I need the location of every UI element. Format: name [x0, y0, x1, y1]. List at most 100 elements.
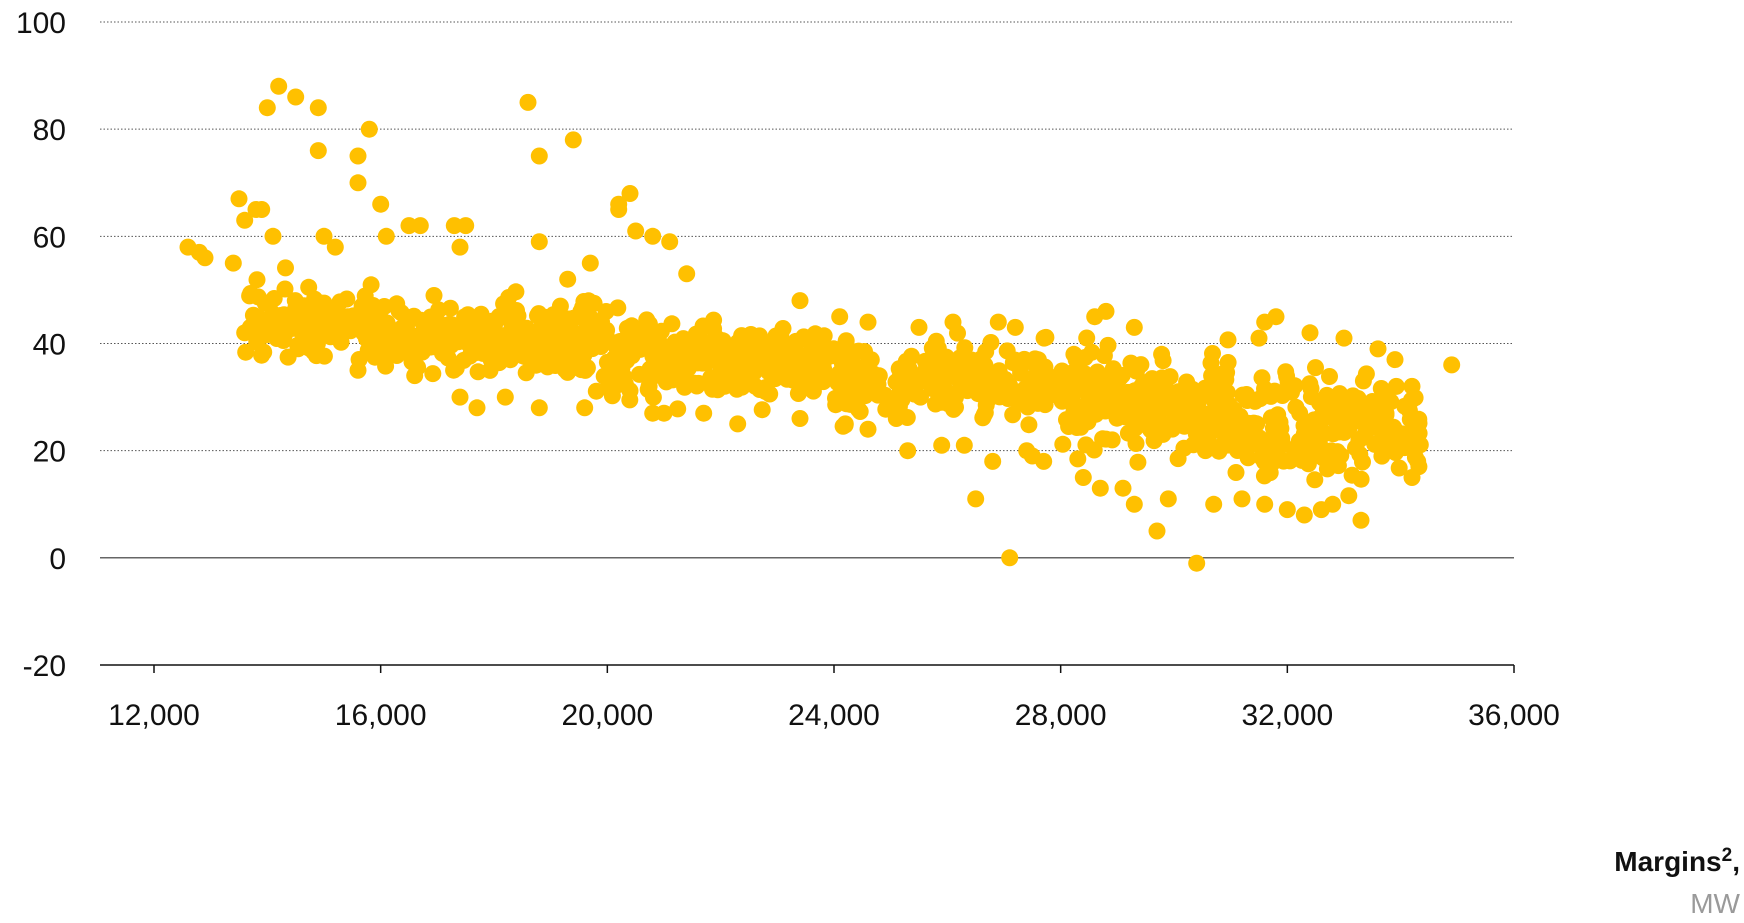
data-point [1029, 376, 1047, 394]
data-point [1006, 318, 1024, 336]
y-tick-label: 40 [33, 329, 66, 362]
data-point [315, 347, 333, 365]
data-point [1262, 409, 1280, 427]
data-point [1125, 495, 1143, 513]
data-point [1036, 396, 1054, 414]
data-point [230, 190, 248, 208]
x-axis-label-suffix: , [1732, 846, 1740, 877]
data-point [788, 343, 806, 361]
data-point [668, 364, 686, 382]
data-point [791, 410, 809, 427]
data-point [1310, 425, 1328, 443]
data-point [705, 311, 723, 329]
data-point [1148, 522, 1166, 540]
data-point [663, 315, 681, 333]
data-point [406, 367, 424, 385]
x-tick-label: 32,000 [1241, 699, 1333, 732]
data-point [1149, 408, 1167, 426]
data-point [1064, 373, 1082, 391]
data-point [859, 313, 877, 331]
data-point [1278, 367, 1296, 385]
data-point [1020, 416, 1038, 434]
data-point [1397, 432, 1415, 450]
data-point [842, 395, 859, 413]
data-point [644, 368, 662, 386]
data-point [712, 364, 730, 382]
data-point [1371, 404, 1389, 422]
data-point [1183, 380, 1201, 398]
data-point [1129, 453, 1147, 471]
data-point [1291, 404, 1309, 422]
data-point [1079, 382, 1097, 400]
data-point [1295, 506, 1313, 524]
data-point [500, 289, 518, 306]
data-point [430, 301, 448, 319]
data-point [388, 347, 406, 364]
data-point [729, 415, 747, 433]
data-point [1074, 469, 1092, 486]
data-point [1278, 501, 1296, 519]
data-point [196, 249, 214, 267]
data-point [248, 271, 266, 289]
y-tick-label: 100 [16, 7, 66, 40]
data-point [293, 320, 311, 338]
data-point [806, 370, 824, 388]
data-point [411, 217, 429, 235]
data-point [1357, 365, 1375, 383]
data-point [349, 147, 367, 165]
x-tick-label: 20,000 [561, 699, 653, 732]
data-point [1403, 377, 1421, 395]
data-point [277, 259, 294, 277]
data-point [977, 343, 995, 361]
data-point [552, 308, 569, 326]
data-point [532, 310, 550, 327]
data-point [457, 217, 475, 235]
data-point [623, 317, 641, 335]
data-point [984, 452, 1002, 470]
data-point [1307, 359, 1324, 377]
data-point [1256, 313, 1274, 331]
data-point [803, 340, 821, 358]
y-tick-label: 80 [33, 114, 66, 147]
data-point [519, 93, 537, 111]
data-point [1332, 390, 1350, 408]
data-point [1229, 442, 1246, 459]
data-point [967, 490, 985, 508]
data-point [279, 348, 297, 366]
data-point [507, 321, 525, 339]
data-point [265, 290, 283, 307]
data-point [900, 360, 918, 378]
x-tick-label: 16,000 [335, 699, 427, 732]
data-point [541, 354, 559, 372]
data-point [1218, 383, 1236, 401]
data-point [309, 142, 327, 160]
data-point [264, 227, 282, 245]
data-point [933, 436, 951, 454]
x-axis-unit: MW [1690, 888, 1740, 919]
data-point [447, 359, 465, 377]
data-point [1015, 350, 1033, 368]
data-point [517, 348, 534, 366]
data-point [1126, 404, 1144, 421]
data-point [655, 404, 673, 422]
data-point [270, 77, 288, 95]
data-point [1069, 405, 1087, 423]
data-point [1255, 467, 1273, 485]
data-point [255, 343, 273, 361]
data-point [852, 380, 870, 398]
data-point [576, 399, 594, 417]
data-point [956, 339, 974, 357]
data-point [678, 265, 696, 283]
x-tick-label: 36,000 [1468, 699, 1560, 732]
data-point [1340, 487, 1358, 505]
data-point [496, 388, 514, 406]
data-point [360, 120, 378, 138]
data-point [237, 343, 255, 361]
data-point [424, 365, 442, 383]
data-point [372, 195, 390, 213]
data-point [1018, 442, 1036, 460]
data-point [648, 349, 666, 367]
data-point [1233, 428, 1251, 446]
data-point [253, 201, 271, 218]
data-point [1145, 371, 1163, 389]
